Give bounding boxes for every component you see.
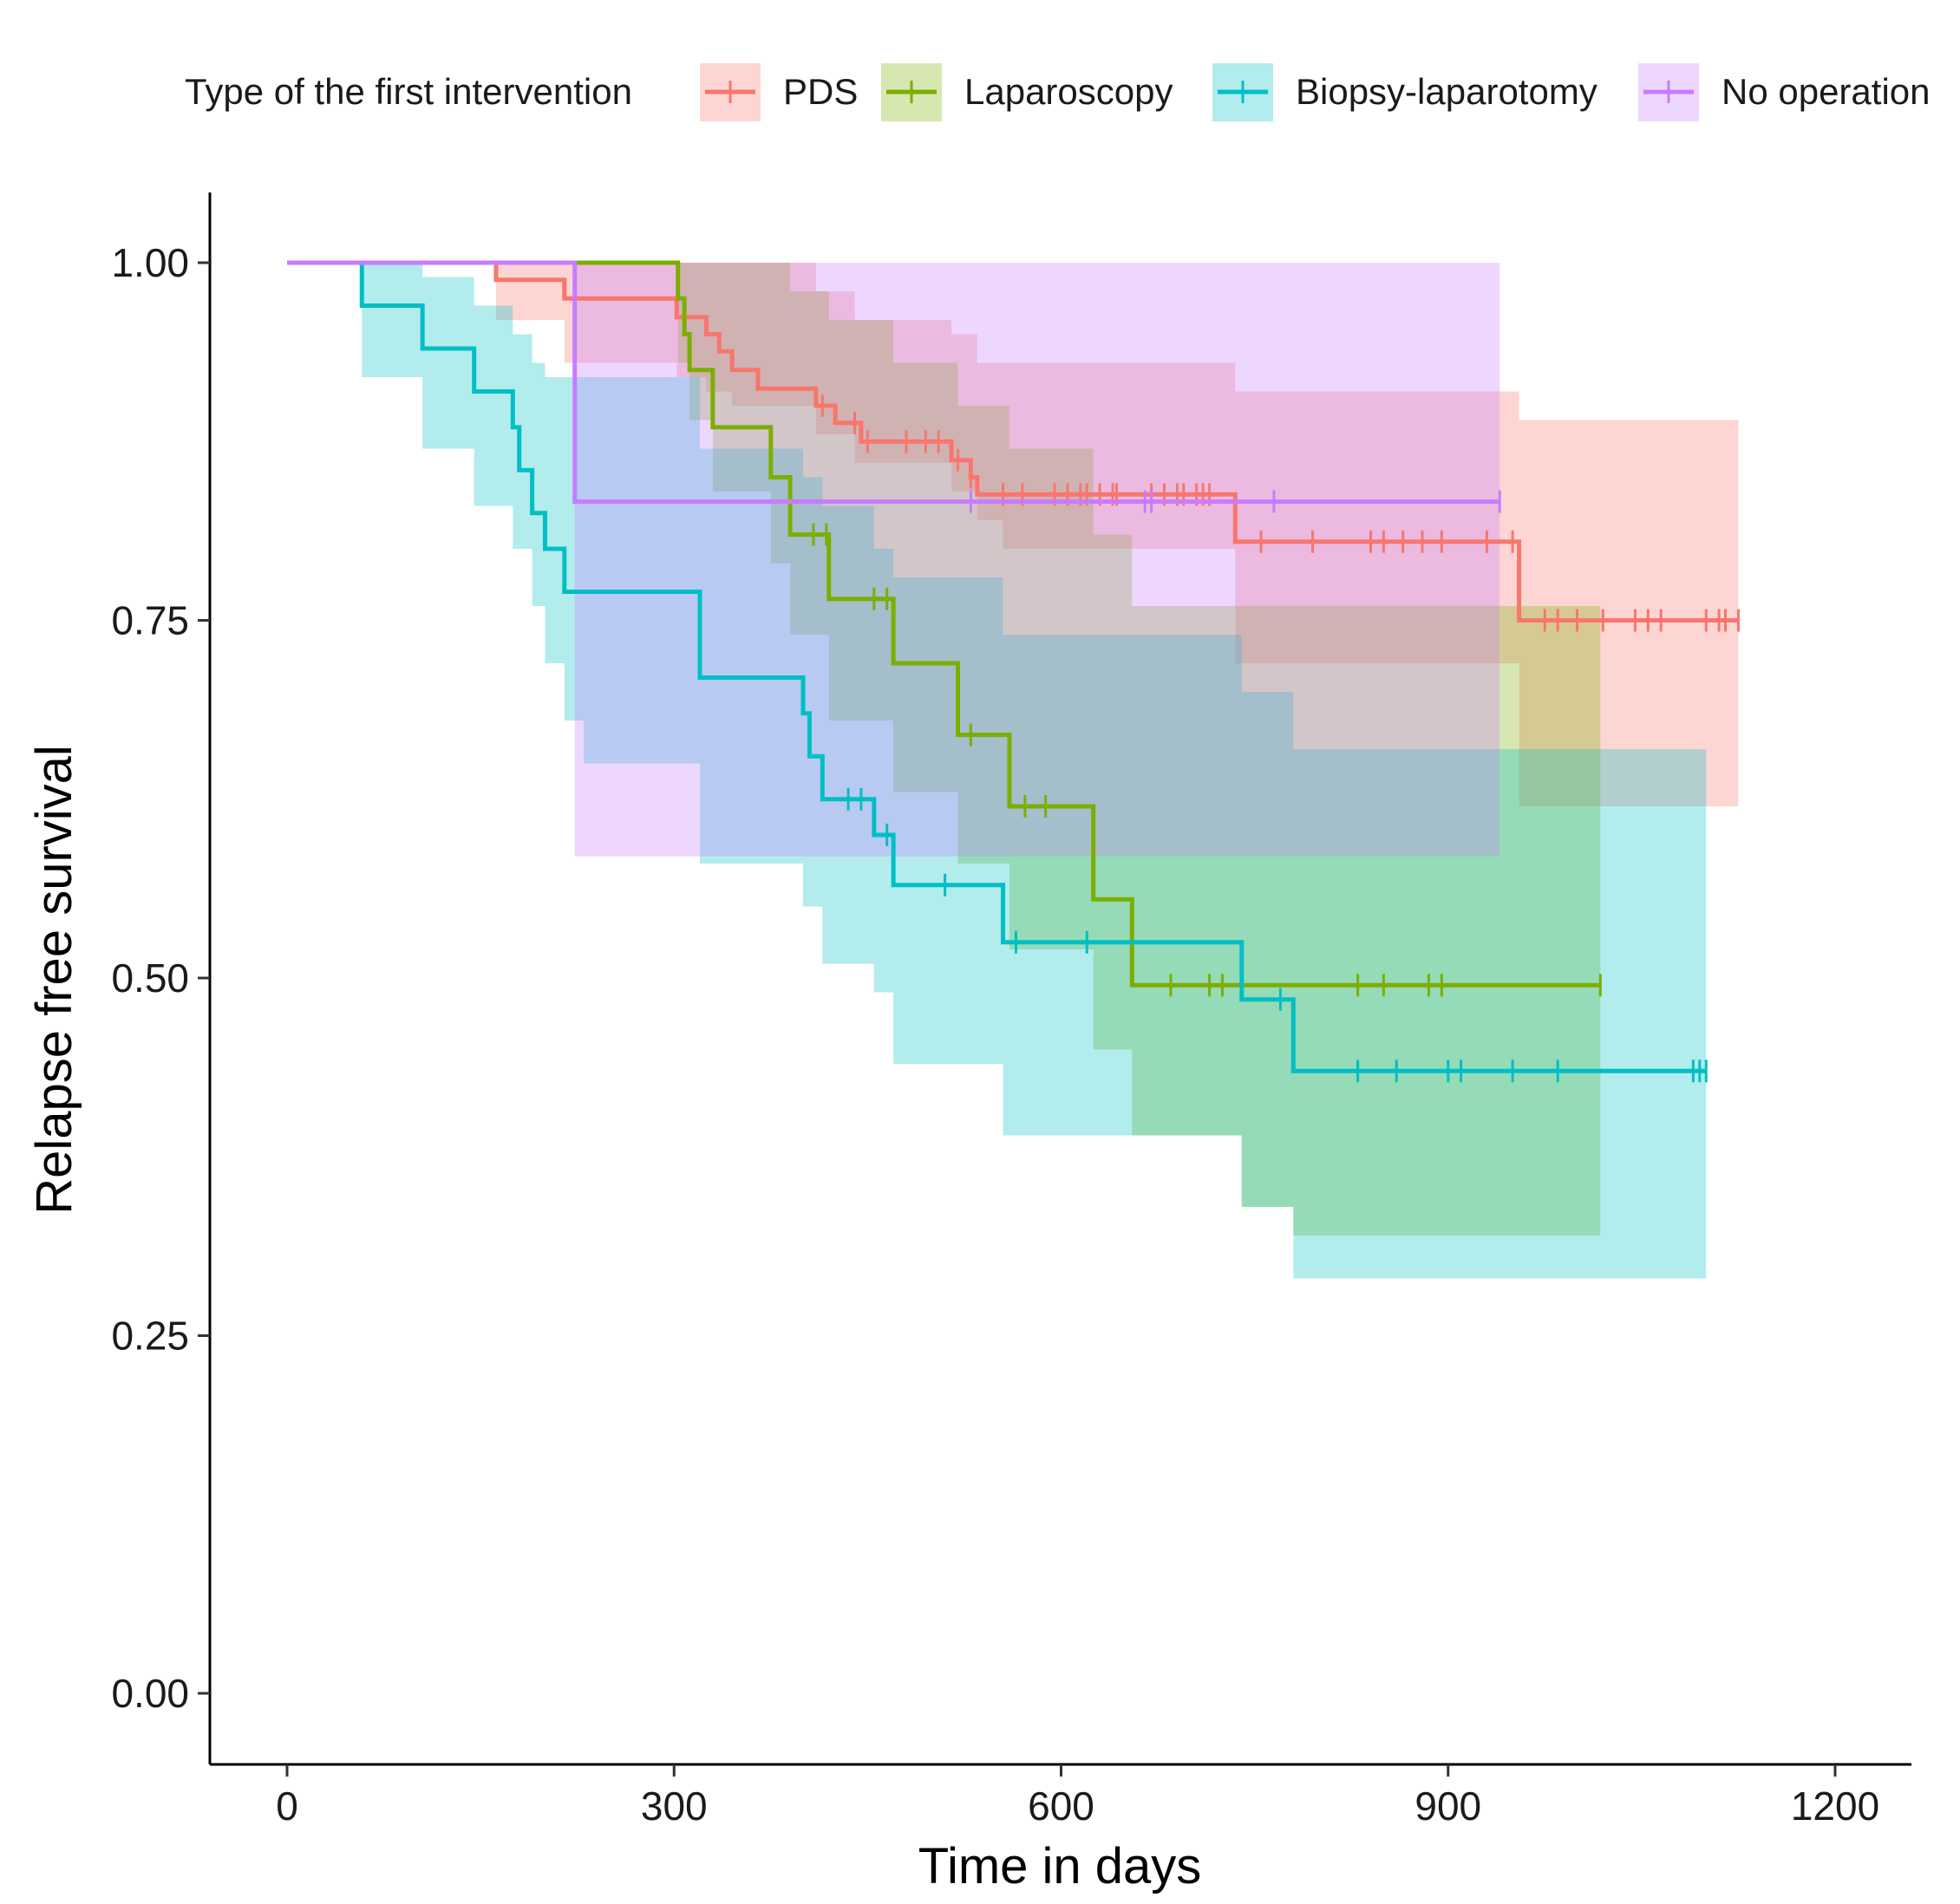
ci-band-laparoscopy bbox=[287, 263, 1601, 1236]
y-tick-label: 0.75 bbox=[111, 598, 189, 643]
survival-line-no-operation bbox=[287, 260, 1500, 505]
survival-curves bbox=[287, 260, 1740, 1083]
y-tick-label: 0.00 bbox=[111, 1671, 189, 1716]
x-tick-label: 900 bbox=[1414, 1783, 1481, 1829]
series-no-operation bbox=[287, 260, 1501, 513]
survival-line-laparoscopy bbox=[287, 260, 1601, 988]
legend-label-laparoscopy: Laparoscopy bbox=[964, 71, 1173, 112]
legend-item-biopsy-laparotomy: Biopsy-laparotomy bbox=[1212, 63, 1597, 121]
x-axis-title: Time in days bbox=[918, 1838, 1202, 1894]
axes: 0.00 0.25 0.50 0.75 1.00 0 300 600 900 1200 bbox=[111, 192, 1911, 1829]
series-biopsy-laparotomy bbox=[287, 260, 1708, 1083]
y-tick-label: 0.25 bbox=[111, 1314, 189, 1359]
legend-label-no-operation: No operation bbox=[1722, 71, 1931, 112]
legend-item-pds: PDS bbox=[700, 63, 858, 121]
y-tick-label: 1.00 bbox=[111, 240, 189, 285]
y-axis-title: Relapse free survival bbox=[26, 745, 82, 1215]
x-tick-label: 600 bbox=[1028, 1783, 1094, 1829]
x-tick-label: 1200 bbox=[1791, 1783, 1879, 1829]
legend-label-biopsy-laparotomy: Biopsy-laparotomy bbox=[1296, 71, 1597, 112]
x-tick-label: 0 bbox=[276, 1783, 298, 1829]
y-tick-label: 0.50 bbox=[111, 955, 189, 1001]
legend-item-no-operation: No operation bbox=[1638, 63, 1931, 121]
legend-items: PDS Laparoscopy Biopsy-laparotomy No operat… bbox=[700, 63, 1931, 121]
ci-band-no-operation bbox=[287, 263, 1500, 857]
legend-label-pds: PDS bbox=[783, 71, 858, 112]
survival-line-biopsy-laparotomy bbox=[287, 260, 1707, 1073]
legend-title: Type of the first intervention bbox=[185, 71, 632, 112]
series-laparoscopy bbox=[287, 260, 1602, 997]
survival-line-pds bbox=[287, 260, 1739, 623]
confidence-bands bbox=[287, 263, 1739, 1279]
legend-item-laparoscopy: Laparoscopy bbox=[881, 63, 1173, 121]
ci-band-pds bbox=[287, 263, 1739, 806]
x-tick-label: 300 bbox=[641, 1783, 708, 1829]
legend: Type of the first intervention PDS Laparo… bbox=[185, 63, 1931, 121]
ci-band-biopsy-laparotomy bbox=[287, 263, 1707, 1279]
